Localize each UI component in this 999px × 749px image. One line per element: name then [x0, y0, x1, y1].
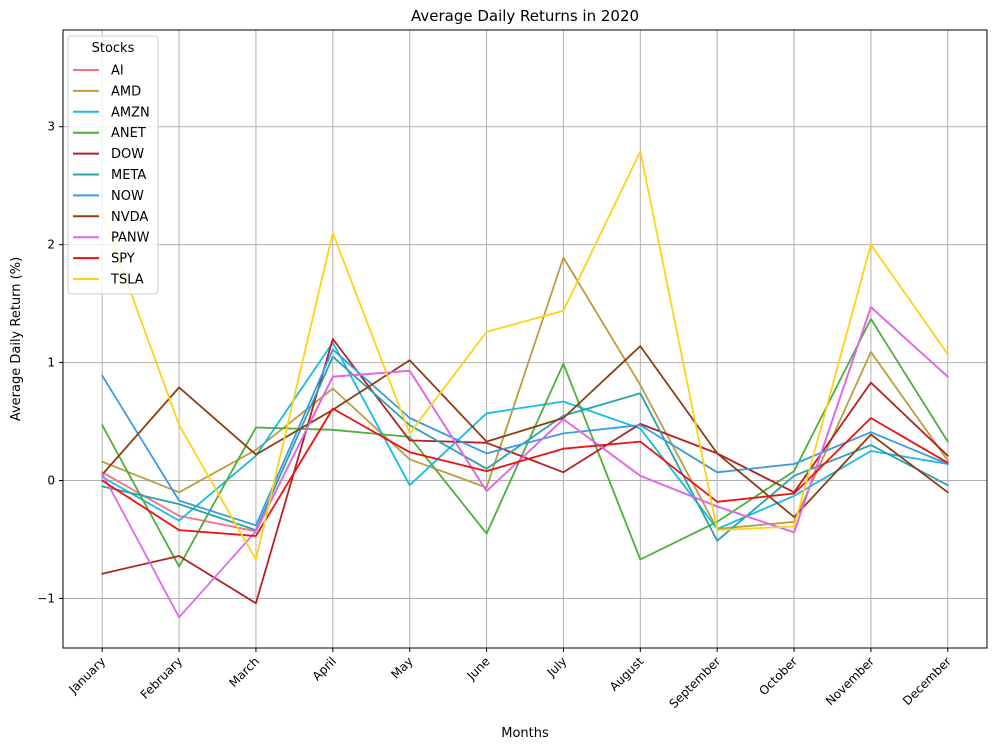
legend-label-amzn: AMZN: [111, 105, 150, 120]
legend-label-now: NOW: [111, 189, 144, 204]
legend-label-nvda: NVDA: [111, 210, 148, 225]
x-axis-label: Months: [501, 726, 549, 741]
series-line-meta: [101, 355, 949, 542]
plot-frame: [62, 29, 988, 649]
legend: Stocks AI AMD AMZN ANET DOW META NOW NVDA PANW SPY…: [67, 35, 159, 295]
series-lines: [101, 150, 949, 619]
legend-label-amd: AMD: [111, 84, 141, 99]
legend-label-dow: DOW: [111, 147, 144, 162]
y-tick-label: 0: [47, 474, 55, 488]
legend-label-spy: SPY: [111, 252, 135, 267]
series-line-dow: [101, 338, 949, 605]
y-tick-label: 3: [47, 120, 55, 134]
legend-box: [67, 35, 159, 295]
y-tick-label: 2: [47, 238, 55, 252]
legend-label-tsla: TSLA: [110, 273, 144, 288]
series-line-tsla: [101, 150, 949, 561]
y-axis: −1 0 1 2 3: [37, 120, 63, 605]
series-line-panw: [101, 306, 949, 619]
series-line-amzn: [101, 341, 949, 530]
legend-label-ai: AI: [111, 64, 124, 79]
series-line-now: [101, 348, 949, 527]
y-tick-label: −1: [37, 591, 55, 605]
y-tick-label: 1: [47, 356, 55, 370]
legend-label-anet: ANET: [111, 126, 146, 141]
y-axis-label: Average Daily Return (%): [9, 257, 24, 421]
series-line-nvda: [101, 345, 949, 518]
legend-title: Stocks: [92, 41, 135, 56]
grid-lines: [63, 30, 987, 648]
legend-label-meta: META: [111, 168, 146, 183]
series-line-anet: [101, 318, 949, 568]
legend-label-panw: PANW: [111, 231, 150, 246]
chart-title: Average Daily Returns in 2020: [411, 7, 639, 25]
